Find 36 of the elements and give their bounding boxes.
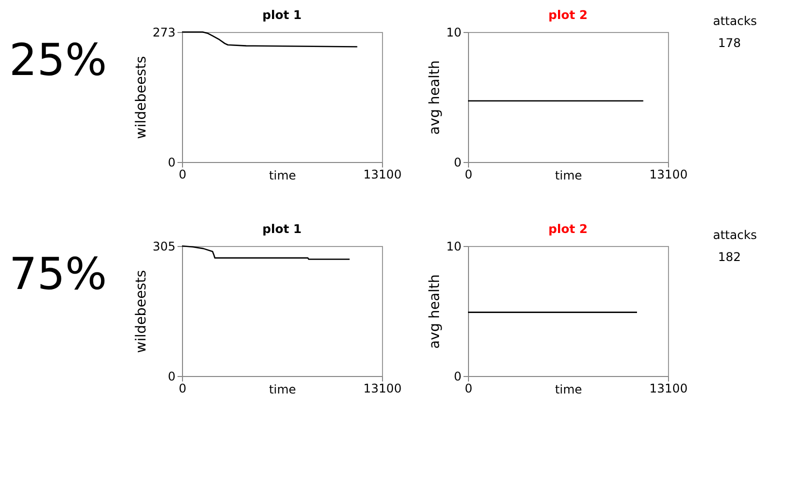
x-tick-label: 13100 bbox=[363, 168, 402, 182]
chart-title: plot 1 bbox=[262, 8, 302, 22]
chart-title: plot 2 bbox=[548, 8, 588, 22]
x-tick-label: 13100 bbox=[649, 382, 688, 396]
x-tick-label: 13100 bbox=[649, 168, 688, 182]
chart-title: plot 2 bbox=[548, 222, 588, 236]
x-axis-title: time bbox=[554, 382, 582, 396]
x-axis-title: time bbox=[268, 382, 296, 396]
line-series bbox=[181, 31, 358, 48]
y-tick-label: 0 bbox=[168, 156, 176, 170]
text: attacks bbox=[713, 14, 757, 28]
x-tick-label: 0 bbox=[178, 168, 186, 182]
y-axis-title: avg health bbox=[427, 274, 444, 349]
text: 178 bbox=[718, 36, 741, 50]
text: 25% bbox=[9, 35, 107, 86]
y-tick-label: 0 bbox=[454, 370, 462, 384]
x-axis-title: time bbox=[268, 168, 296, 182]
text: 75% bbox=[9, 249, 107, 300]
y-axis-title: wildebeests bbox=[134, 56, 150, 139]
text: 182 bbox=[718, 250, 741, 264]
y-axis-title: wildebeests bbox=[134, 270, 150, 353]
y-tick-label: 0 bbox=[454, 156, 462, 170]
y-tick-label: 305 bbox=[152, 240, 176, 254]
y-tick-label: 10 bbox=[446, 240, 462, 254]
chart-title: plot 1 bbox=[262, 222, 302, 236]
x-axis-title: time bbox=[554, 168, 582, 182]
x-tick-label: 0 bbox=[178, 382, 186, 396]
x-tick-label: 13100 bbox=[363, 382, 402, 396]
x-tick-label: 0 bbox=[464, 382, 472, 396]
y-tick-label: 10 bbox=[446, 26, 462, 40]
y-axis-title: avg health bbox=[427, 60, 444, 135]
line-series bbox=[181, 245, 350, 260]
text: attacks bbox=[713, 228, 757, 242]
y-tick-label: 0 bbox=[168, 370, 176, 384]
y-tick-label: 273 bbox=[152, 26, 176, 40]
x-tick-label: 0 bbox=[464, 168, 472, 182]
